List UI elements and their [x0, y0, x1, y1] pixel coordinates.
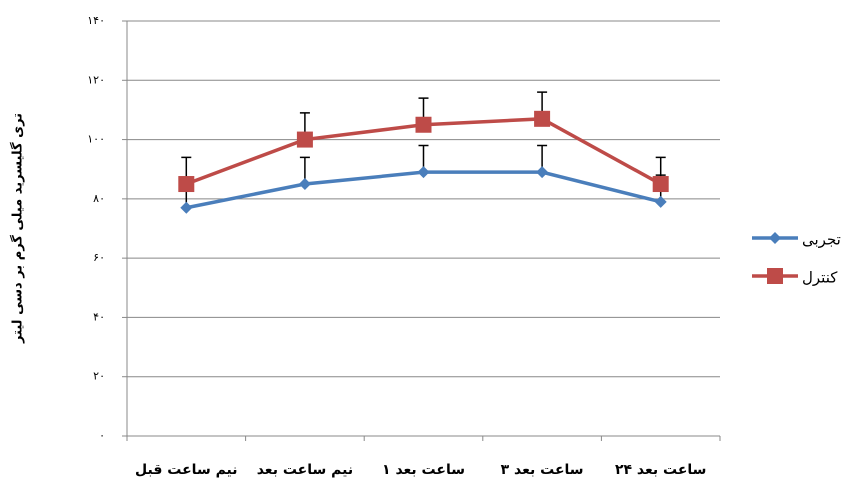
y-tick-label: ۰	[99, 429, 105, 442]
point	[415, 116, 432, 133]
y-axis-label: تری گلیسرید میلی گرم بر دسی لیتر	[10, 113, 26, 344]
x-tick-label: ۱ ساعت بعد	[382, 462, 465, 478]
x-tick-label: ۳ ساعت بعد	[501, 462, 584, 478]
point	[654, 195, 667, 208]
point	[536, 166, 549, 179]
point	[178, 176, 195, 193]
point	[296, 131, 313, 148]
y-tick-label: ۶۰	[93, 251, 105, 264]
legend-label: کنترل	[802, 269, 838, 287]
point	[417, 166, 430, 179]
y-tick-label: ۲۰	[93, 370, 105, 383]
point	[298, 178, 311, 191]
legend-marker	[767, 268, 783, 284]
y-tick-label: ۱۴۰	[87, 14, 105, 27]
x-tick-label: نیم ساعت بعد	[257, 462, 353, 478]
point	[652, 176, 669, 193]
y-tick-label: ۱۰۰	[87, 133, 105, 146]
y-tick-label: ۴۰	[93, 310, 105, 323]
y-tick-label: ۸۰	[93, 192, 105, 205]
x-tick-label: نیم ساعت قبل	[135, 462, 237, 478]
x-tick-label: ۲۴ ساعت بعد	[615, 462, 707, 478]
y-tick-label: ۱۲۰	[87, 73, 105, 86]
point	[180, 201, 193, 214]
legend-label: تجربی	[802, 231, 841, 249]
point	[534, 110, 551, 127]
legend-marker	[769, 232, 781, 244]
